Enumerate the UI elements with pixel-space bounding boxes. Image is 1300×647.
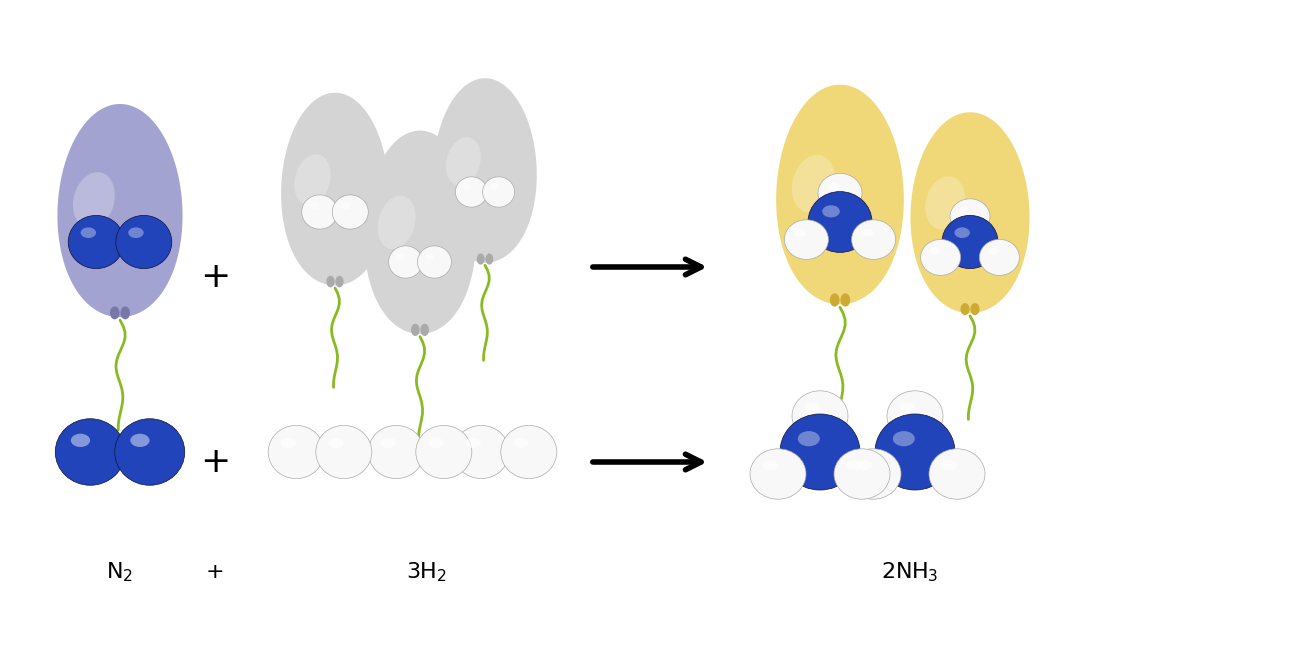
Ellipse shape [121,307,130,320]
Ellipse shape [970,303,979,315]
Ellipse shape [930,449,985,499]
Text: +: + [200,260,230,294]
Ellipse shape [862,228,874,237]
Ellipse shape [70,433,90,447]
Ellipse shape [378,195,416,249]
Ellipse shape [893,431,915,446]
Ellipse shape [281,437,296,448]
Ellipse shape [805,402,820,412]
Ellipse shape [954,227,970,238]
Ellipse shape [425,253,434,259]
Polygon shape [433,78,537,263]
Ellipse shape [417,246,451,278]
Ellipse shape [111,307,120,320]
Ellipse shape [477,254,485,265]
Ellipse shape [822,205,840,217]
Ellipse shape [416,425,472,479]
Ellipse shape [316,425,372,479]
Ellipse shape [818,173,862,213]
Ellipse shape [68,215,125,269]
Ellipse shape [900,402,915,412]
Ellipse shape [268,425,324,479]
Ellipse shape [73,172,114,228]
Ellipse shape [798,431,820,446]
Ellipse shape [335,276,343,287]
Ellipse shape [114,419,185,485]
Ellipse shape [514,437,529,448]
Polygon shape [364,131,476,334]
Ellipse shape [792,155,835,213]
Polygon shape [57,104,182,317]
Ellipse shape [835,449,891,499]
Ellipse shape [941,460,957,470]
Ellipse shape [845,449,901,499]
Ellipse shape [455,177,488,207]
Polygon shape [281,93,389,285]
Ellipse shape [341,203,350,210]
Ellipse shape [852,220,896,259]
Ellipse shape [792,391,848,441]
Ellipse shape [858,460,872,470]
Ellipse shape [926,177,965,230]
Ellipse shape [454,425,510,479]
Ellipse shape [55,419,125,485]
Ellipse shape [81,227,96,238]
Ellipse shape [302,195,338,229]
Ellipse shape [389,246,422,278]
Ellipse shape [500,425,556,479]
Ellipse shape [294,155,330,205]
Ellipse shape [116,215,172,269]
Ellipse shape [794,228,806,237]
Ellipse shape [828,182,840,190]
Ellipse shape [446,137,481,186]
Ellipse shape [368,425,424,479]
Ellipse shape [326,276,334,287]
Ellipse shape [309,203,320,210]
Ellipse shape [428,437,443,448]
Ellipse shape [750,449,806,499]
Ellipse shape [329,437,343,448]
Ellipse shape [988,248,1000,255]
Ellipse shape [809,192,872,252]
Text: +: + [200,445,230,479]
Ellipse shape [846,460,862,470]
Ellipse shape [920,239,961,276]
Polygon shape [776,85,904,304]
Text: 3H$_2$: 3H$_2$ [406,560,446,584]
Ellipse shape [961,303,970,315]
Ellipse shape [840,293,850,307]
Ellipse shape [942,215,998,269]
Ellipse shape [465,437,481,448]
Ellipse shape [959,207,970,214]
Ellipse shape [333,195,368,229]
Ellipse shape [763,460,777,470]
Ellipse shape [396,253,406,259]
Ellipse shape [485,254,493,265]
Ellipse shape [930,248,940,255]
Ellipse shape [784,220,828,259]
Ellipse shape [420,324,429,336]
Ellipse shape [829,293,840,307]
Ellipse shape [979,239,1019,276]
Ellipse shape [129,227,144,238]
Ellipse shape [482,177,515,207]
Ellipse shape [887,391,942,441]
Ellipse shape [130,433,150,447]
Ellipse shape [490,184,498,190]
Ellipse shape [950,199,991,235]
Ellipse shape [411,324,420,336]
Ellipse shape [463,184,472,190]
Ellipse shape [381,437,396,448]
Ellipse shape [780,414,861,490]
Text: 2NH$_3$: 2NH$_3$ [881,560,939,584]
Text: N$_2$: N$_2$ [107,560,134,584]
Polygon shape [910,112,1030,313]
Text: +: + [205,562,225,582]
Ellipse shape [875,414,956,490]
